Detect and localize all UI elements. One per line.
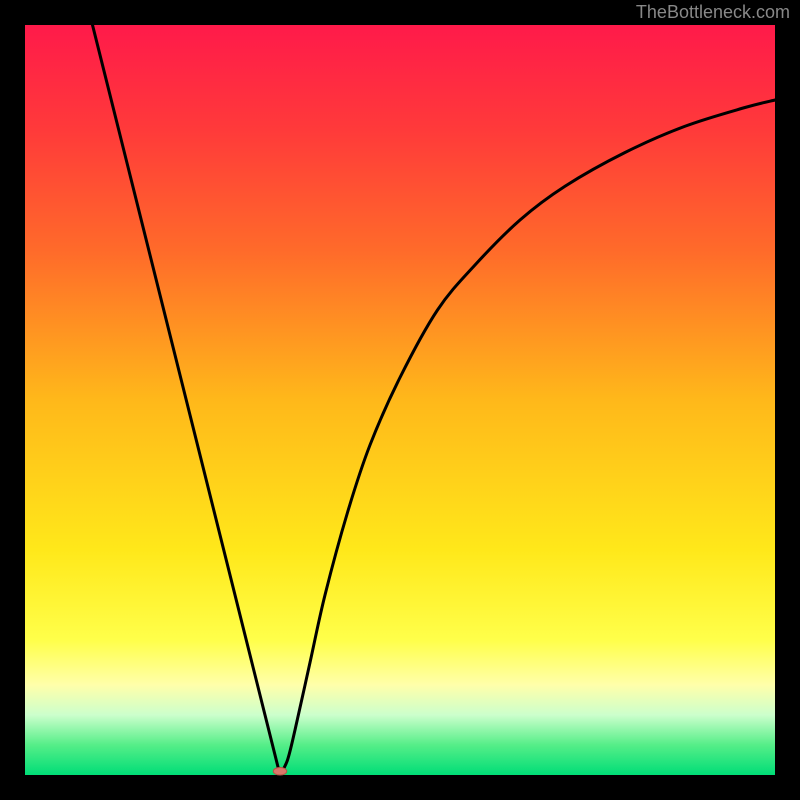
- watermark-text: TheBottleneck.com: [636, 2, 790, 23]
- bottleneck-chart: TheBottleneck.com: [0, 0, 800, 800]
- chart-gradient-bg: [25, 25, 775, 775]
- chart-svg: [0, 0, 800, 800]
- optimum-marker: [273, 768, 287, 776]
